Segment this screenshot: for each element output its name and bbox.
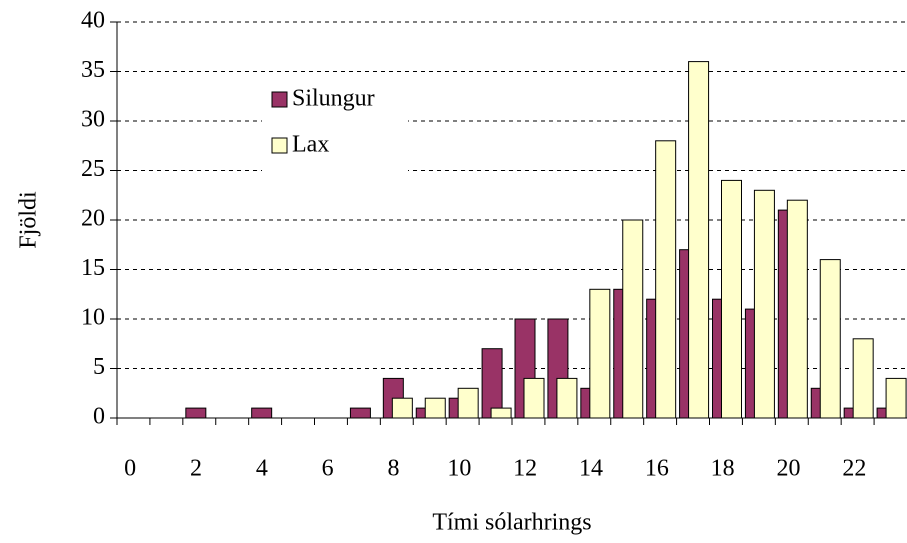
x-axis-title: Tími sólarhrings	[432, 510, 591, 536]
x-tick-label: 4	[256, 456, 268, 482]
bar	[251, 407, 273, 419]
x-tick-label: 22	[842, 456, 866, 482]
bar	[391, 397, 413, 419]
x-tick-label: 8	[388, 456, 400, 482]
bar	[185, 407, 207, 419]
y-tick-label: 35	[81, 57, 105, 83]
x-tick-label: 0	[124, 456, 136, 482]
y-tick-label: 20	[81, 206, 105, 232]
bar	[523, 377, 545, 419]
x-tick-label: 12	[513, 456, 537, 482]
x-tick-label: 10	[447, 456, 471, 482]
legend-swatch	[271, 91, 288, 108]
y-tick-label: 40	[81, 8, 105, 34]
legend-label: Lax	[292, 132, 329, 158]
y-axis-title: Fjöldi	[16, 191, 42, 249]
x-tick-label: 2	[190, 456, 202, 482]
bar	[556, 377, 578, 419]
y-tick-label: 10	[81, 305, 105, 331]
bar	[490, 407, 512, 419]
bar	[424, 397, 446, 419]
y-tick-label: 15	[81, 255, 105, 281]
bar	[786, 199, 808, 419]
y-tick-label: 5	[93, 354, 105, 380]
bar	[457, 387, 479, 419]
x-tick-label: 6	[322, 456, 334, 482]
legend-label: Silungur	[292, 86, 375, 112]
x-tick-label: 18	[711, 456, 735, 482]
y-tick-label: 30	[81, 107, 105, 133]
bar	[819, 259, 841, 419]
bar	[589, 288, 611, 419]
x-tick-label: 16	[645, 456, 669, 482]
bar	[753, 189, 775, 419]
y-tick-label: 25	[81, 156, 105, 182]
bar	[622, 219, 644, 419]
bar	[885, 377, 907, 419]
bar	[721, 179, 742, 419]
bar	[349, 407, 371, 419]
bar	[688, 61, 710, 419]
legend-swatch	[271, 137, 288, 154]
x-tick-label: 20	[777, 456, 801, 482]
y-tick-label: 0	[93, 404, 105, 430]
bar	[655, 140, 677, 419]
x-tick-label: 14	[579, 456, 603, 482]
bar	[852, 338, 874, 419]
